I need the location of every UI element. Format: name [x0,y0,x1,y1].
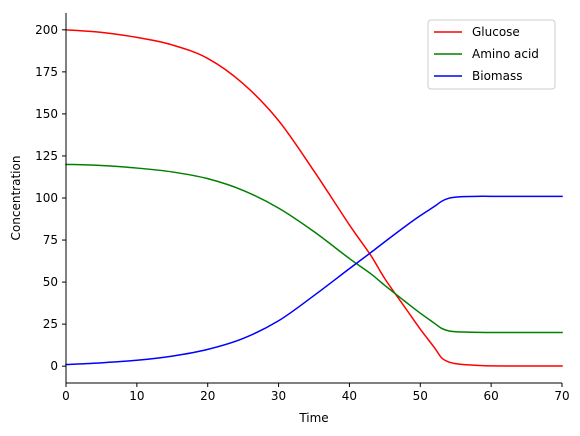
y-tick-label: 200 [35,23,58,37]
legend: Glucose Amino acid Biomass [427,19,556,90]
x-tick-label: 10 [129,389,144,403]
y-tick-label: 100 [35,191,58,205]
x-tick-label: 50 [413,389,428,403]
x-tick-label: 70 [554,389,569,403]
series-line-amino-acid [65,163,563,334]
y-tick-label: 50 [43,275,58,289]
legend-label: Biomass [472,69,522,83]
y-tick-label: 125 [35,149,58,163]
legend-label: Glucose [472,25,520,39]
x-tick-label: 60 [484,389,499,403]
x-tick-label: 0 [62,389,70,403]
x-tick-label: 20 [200,389,215,403]
x-tick-label: 40 [342,389,357,403]
x-ticks: 0 10 20 30 40 50 60 70 [62,383,570,403]
series-line-biomass [65,195,563,366]
plot-lines [65,29,563,367]
legend-frame [427,19,556,90]
x-axis-title: Time [298,411,328,425]
y-tick-label: 150 [35,107,58,121]
y-axis-title: Concentration [9,156,23,241]
y-tick-label: 75 [43,233,58,247]
axes: 0 10 20 30 40 50 60 70 0 25 50 75 100 125 150 175 200 [35,13,570,403]
legend-label: Amino acid [472,47,539,61]
y-ticks: 0 25 50 75 100 125 150 175 200 [35,23,66,373]
y-tick-label: 0 [50,359,58,373]
x-tick-label: 30 [271,389,286,403]
y-tick-label: 25 [43,317,58,331]
y-tick-label: 175 [35,65,58,79]
